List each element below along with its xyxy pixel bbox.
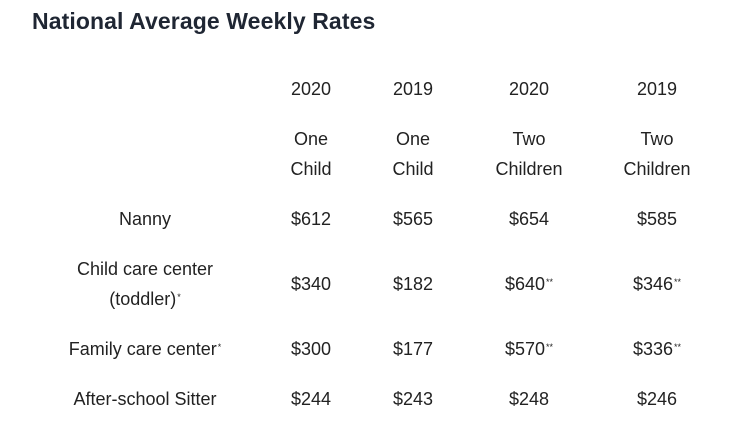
table-cell: $585 (636, 209, 678, 229)
table-cell: $300 (290, 339, 332, 359)
row-label-text: Nanny (118, 209, 172, 229)
footnote-mark: ** (674, 277, 682, 287)
row-label-text: (toddler) (109, 289, 177, 309)
footnote-mark: ** (674, 342, 682, 352)
column-header-line1: One (395, 129, 431, 149)
footnote-mark: ** (546, 277, 554, 287)
table-cell: $243 (392, 389, 434, 409)
table-cell: $640** (504, 274, 554, 294)
table-cell: $177 (392, 339, 434, 359)
table-cell: $182 (392, 274, 434, 294)
column-header-year: 2020 (290, 79, 332, 99)
column-header-line2: Child (290, 159, 332, 179)
table-cell: $244 (290, 389, 332, 409)
table-cell: $248 (508, 389, 550, 409)
footnote-mark: * (217, 342, 222, 352)
table-cell: $346** (632, 274, 682, 294)
table-cell: $612 (290, 209, 332, 229)
table-cell: $246 (636, 389, 678, 409)
row-label-text: Child care center (76, 259, 214, 279)
column-header-line1: Two (640, 129, 674, 149)
column-header-line2: Child (392, 159, 434, 179)
row-label-nanny: Nanny (40, 204, 250, 234)
column-header-line2: Children (623, 159, 691, 179)
column-header-year: 2019 (392, 79, 434, 99)
page-title: National Average Weekly Rates (32, 8, 376, 34)
row-label-child-care-center: Child care center (40, 254, 250, 284)
table-cell: $340 (290, 274, 332, 294)
table-cell: $565 (392, 209, 434, 229)
table-cell: $654 (508, 209, 550, 229)
column-header-year: 2020 (508, 79, 550, 99)
row-label-text: After-school Sitter (73, 389, 217, 409)
row-label-after-school-sitter: After-school Sitter (40, 384, 250, 414)
row-label-family-care-center: Family care center* (40, 334, 250, 364)
footnote-mark: ** (546, 342, 554, 352)
footnote-mark: * (177, 292, 181, 302)
column-header-year: 2019 (636, 79, 678, 99)
column-header-line1: One (293, 129, 329, 149)
table-cell: $336** (632, 339, 682, 359)
table-cell: $570** (504, 339, 554, 359)
row-label-text: Family care center (68, 339, 217, 359)
column-header-line1: Two (512, 129, 546, 149)
row-label-child-care-center-line2: (toddler)* (40, 284, 250, 314)
column-header-line2: Children (495, 159, 563, 179)
